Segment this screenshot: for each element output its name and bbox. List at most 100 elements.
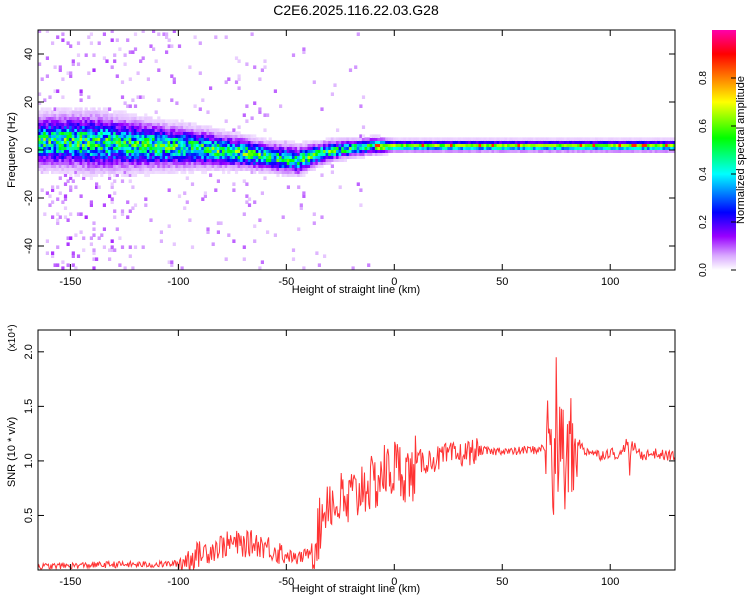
heatmap-cell xyxy=(38,131,42,135)
heatmap-cell xyxy=(102,113,106,117)
heatmap-cell xyxy=(84,131,88,135)
heatmap-cell xyxy=(574,140,578,144)
heatmap-cell xyxy=(172,152,176,156)
heatmap-cell xyxy=(522,143,526,147)
heatmap-cell xyxy=(361,149,366,153)
heatmap-cell xyxy=(315,149,319,153)
heatmap-cell xyxy=(302,146,306,150)
heatmap-cell xyxy=(240,134,244,138)
heatmap-cell xyxy=(190,131,195,135)
heatmap-cell xyxy=(45,143,49,147)
heatmap-cell xyxy=(662,146,666,150)
heatmap-cell xyxy=(247,143,252,147)
heatmap-cell xyxy=(258,149,262,153)
heatmap-cell xyxy=(89,125,93,129)
heatmap-cell xyxy=(188,128,192,132)
heatmap-cell xyxy=(429,146,433,150)
heatmap-cell xyxy=(652,137,656,141)
heatmap-cell xyxy=(201,125,205,129)
heatmap-cell xyxy=(123,170,127,174)
heatmap-cell xyxy=(126,122,130,126)
heatmap-cell xyxy=(338,146,342,150)
heatmap-cell xyxy=(162,149,166,153)
heatmap-cell xyxy=(66,143,70,147)
heatmap-cell xyxy=(520,137,524,141)
heatmap-cell xyxy=(157,119,161,123)
heatmap-cell xyxy=(333,158,337,162)
heatmap-cell xyxy=(659,140,664,144)
heatmap-cell xyxy=(118,113,122,117)
heatmap-cell xyxy=(330,143,334,147)
heatmap-cell xyxy=(120,149,125,153)
heatmap-cell xyxy=(289,167,293,171)
heatmap-cell xyxy=(152,161,156,165)
heatmap-cell xyxy=(380,152,384,156)
heatmap-cell xyxy=(82,122,86,126)
heatmap-cell xyxy=(162,170,166,174)
heatmap-cell xyxy=(372,140,376,144)
heatmap-cell xyxy=(242,137,246,141)
heatmap-cell xyxy=(157,164,161,168)
heatmap-cell xyxy=(126,119,130,123)
heatmap-cell xyxy=(499,140,503,144)
heatmap-cell xyxy=(553,137,557,141)
heatmap-cell xyxy=(302,173,306,177)
heatmap-cell xyxy=(180,119,184,123)
heatmap-cell xyxy=(82,152,86,156)
heatmap-cell xyxy=(548,137,552,141)
heatmap-cell xyxy=(87,140,91,144)
heatmap-cell xyxy=(667,143,671,147)
heatmap-cell xyxy=(69,110,73,114)
heatmap-cell xyxy=(214,161,218,165)
heatmap-cell xyxy=(95,140,99,144)
heatmap-cell xyxy=(242,134,246,138)
heatmap-cell xyxy=(263,170,267,174)
heatmap-cell xyxy=(58,65,62,69)
heatmap-cell xyxy=(188,152,192,156)
heatmap-cell xyxy=(63,122,68,126)
heatmap-cell xyxy=(302,194,306,198)
heatmap-cell xyxy=(227,149,231,153)
heatmap-cell xyxy=(51,158,55,162)
heatmap-cell xyxy=(53,263,57,267)
heatmap-cell xyxy=(418,149,423,153)
heatmap-cell xyxy=(118,152,122,156)
heatmap-cell xyxy=(188,134,192,138)
heatmap-cell xyxy=(120,173,125,177)
heatmap-cell xyxy=(564,149,568,153)
heatmap-cell xyxy=(43,131,47,135)
heatmap-cell xyxy=(214,152,218,156)
heatmap-cell xyxy=(118,116,122,120)
heatmap-cell xyxy=(45,131,49,135)
heatmap-cell xyxy=(361,125,366,129)
heatmap-cell xyxy=(177,167,182,171)
heatmap-cell xyxy=(185,155,189,159)
heatmap-cell xyxy=(63,110,68,114)
heatmap-cell xyxy=(216,140,220,144)
heatmap-cell xyxy=(63,164,68,168)
heatmap-cell xyxy=(310,143,314,147)
heatmap-cell xyxy=(172,161,176,165)
heatmap-cell xyxy=(491,140,495,144)
heatmap-cell xyxy=(255,152,259,156)
heatmap-cell xyxy=(336,137,340,141)
heatmap-cell xyxy=(286,161,290,165)
heatmap-cell xyxy=(188,140,192,144)
heatmap-cell xyxy=(146,116,150,120)
heatmap-cell xyxy=(426,140,430,144)
heatmap-cell xyxy=(382,152,386,156)
heatmap-cell xyxy=(38,167,42,171)
heatmap-cell xyxy=(240,149,244,153)
heatmap-cell xyxy=(310,167,314,171)
heatmap-cell xyxy=(351,146,355,150)
heatmap-cell xyxy=(74,107,78,111)
heatmap-cell xyxy=(577,149,581,153)
heatmap-cell xyxy=(374,134,379,138)
heatmap-cell xyxy=(281,140,285,144)
heatmap-cell xyxy=(211,143,215,147)
heatmap-cell xyxy=(175,131,179,135)
heatmap-cell xyxy=(45,116,49,120)
heatmap-cell xyxy=(108,194,112,198)
heatmap-cell xyxy=(170,140,174,144)
heatmap-cell xyxy=(126,167,130,171)
